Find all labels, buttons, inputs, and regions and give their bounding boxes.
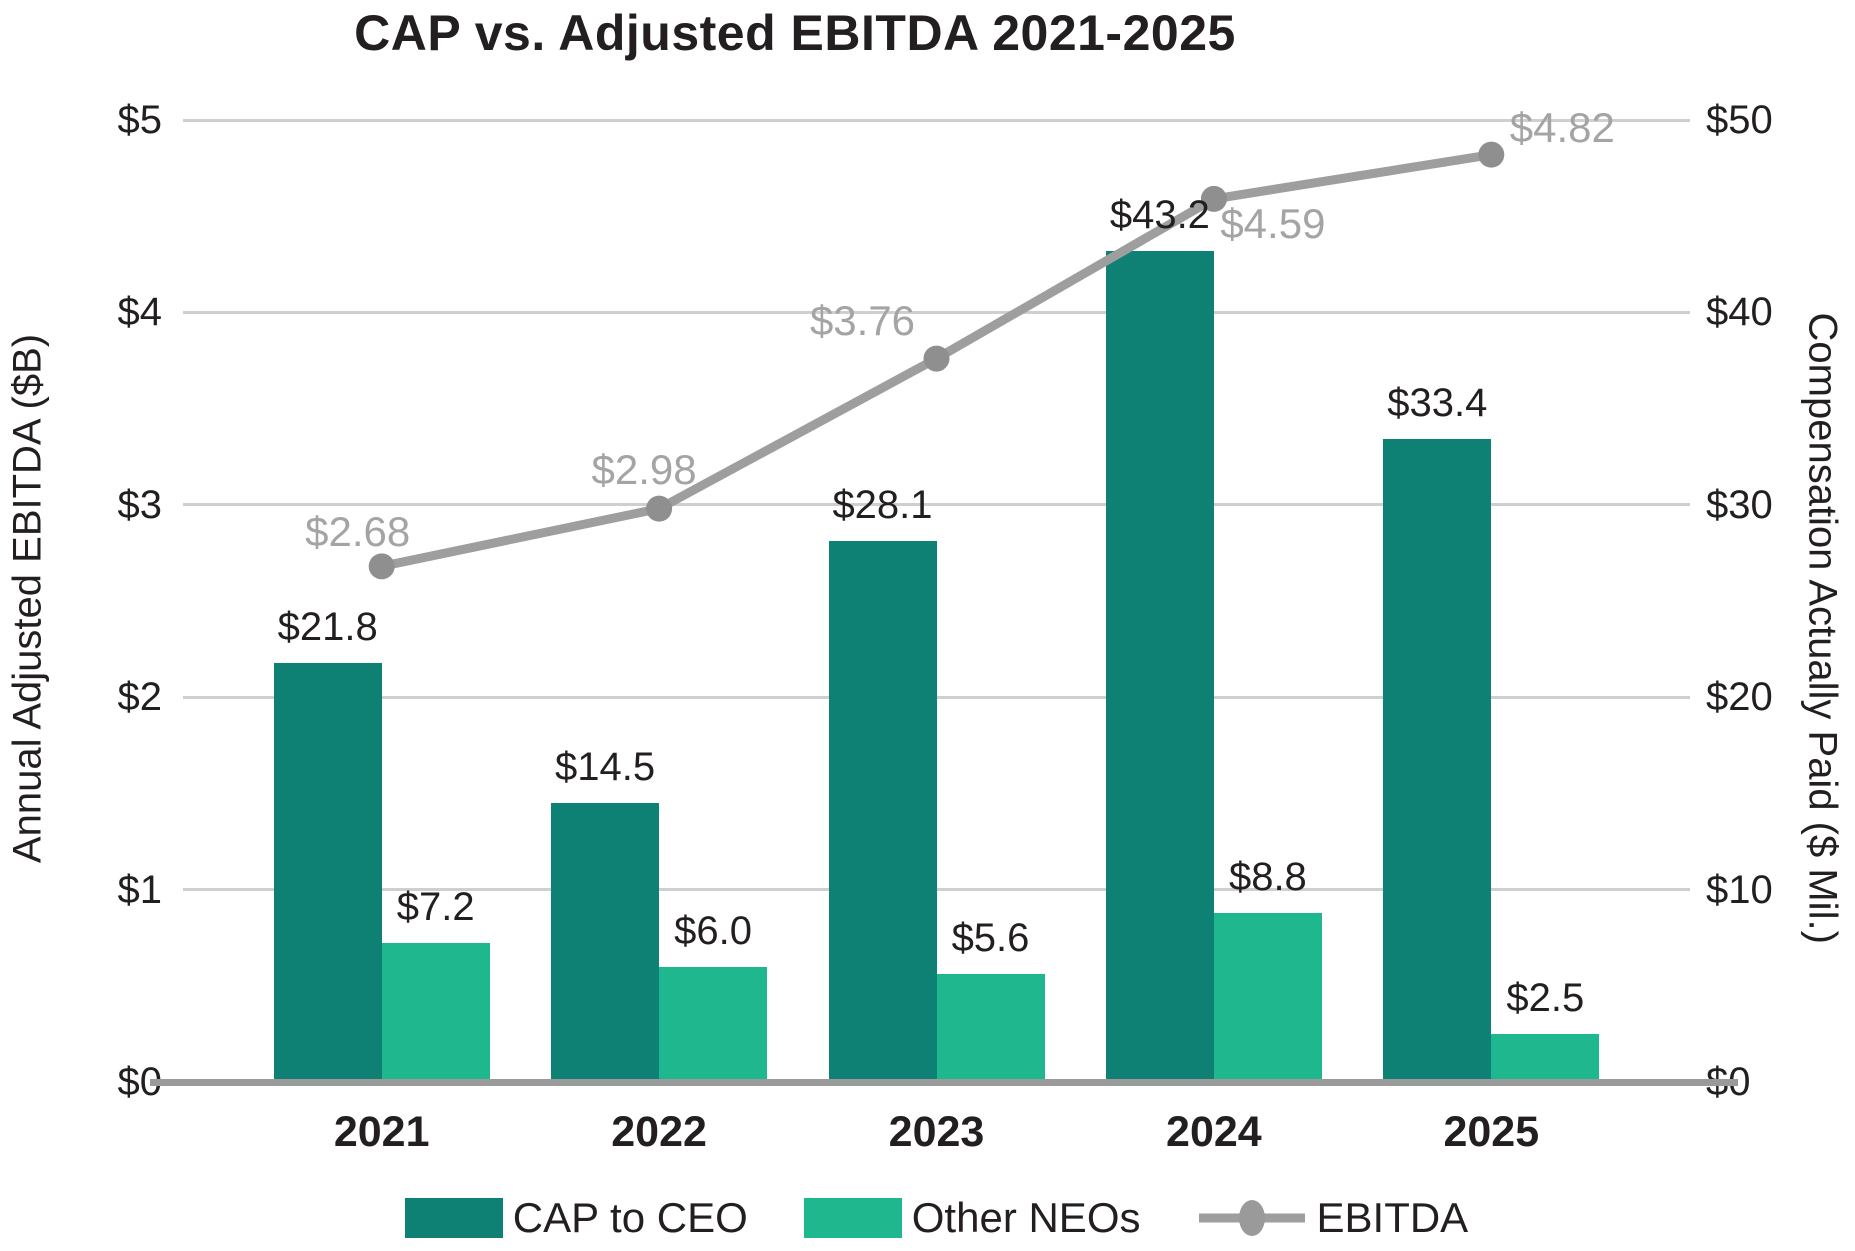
x-axis-label: 2021 (333, 1108, 430, 1156)
ebitda-value-label: $4.82 (1509, 103, 1615, 151)
ebitda-point (368, 553, 395, 580)
bar-cap-to-ceo (273, 662, 382, 1082)
x-axis-label: 2024 (1166, 1108, 1262, 1156)
legend-label-cap-to-ceo: CAP to CEO (512, 1194, 748, 1241)
bar-value-label: $5.6 (951, 916, 1030, 961)
bar-cap-to-ceo (551, 803, 660, 1082)
legend-label-other-neos: Other NEOs (911, 1194, 1141, 1241)
bar-value-label: $6.0 (674, 908, 753, 953)
legend-line-marker-icon (1198, 1200, 1305, 1236)
right-axis-tick: $40 (1706, 290, 1773, 335)
bar-cap-to-ceo (1383, 439, 1492, 1082)
bar-value-label: $21.8 (277, 604, 378, 649)
ebitda-point (1200, 185, 1227, 212)
left-axis-tick: $2 (117, 675, 163, 720)
legend-item-ebitda: EBITDA (1197, 1194, 1469, 1242)
right-axis-tick: $20 (1706, 675, 1773, 720)
gridline (183, 118, 1690, 122)
right-axis-tick: $10 (1706, 867, 1773, 912)
gridline (183, 888, 1690, 892)
bar-value-label: $43.2 (1109, 192, 1210, 237)
gridline (183, 695, 1690, 699)
ebitda-point (923, 345, 950, 372)
x-axis-baseline (150, 1079, 1738, 1086)
x-axis-label: 2022 (611, 1108, 707, 1156)
bar-value-label: $14.5 (555, 745, 656, 790)
bar-value-label: $28.1 (832, 483, 933, 528)
x-axis-label: 2023 (888, 1108, 985, 1156)
bar-value-label: $33.4 (1387, 381, 1488, 426)
legend-label-ebitda: EBITDA (1316, 1194, 1469, 1241)
ebitda-point (1478, 141, 1505, 168)
ebitda-point (646, 495, 673, 522)
right-axis-tick: $30 (1706, 482, 1773, 527)
ebitda-value-label: $3.76 (809, 296, 916, 344)
bar-cap-to-ceo (1105, 250, 1214, 1082)
left-axis-tick: $1 (117, 867, 163, 912)
legend-swatch-cap-to-ceo (404, 1198, 503, 1238)
bar-value-label: $7.2 (396, 885, 475, 930)
bar-other-neos (659, 966, 768, 1082)
ebitda-value-label: $2.68 (305, 508, 411, 556)
right-axis-title: Compensation Actually Paid ($ Mil.) (1800, 312, 1845, 944)
legend-swatch-other-neos (803, 1198, 902, 1238)
chart-title: CAP vs. Adjusted EBITDA 2021-2025 (354, 5, 1236, 61)
left-axis-tick: $4 (117, 290, 163, 335)
bar-cap-to-ceo (828, 541, 937, 1082)
ebitda-value-label: $4.59 (1220, 199, 1326, 247)
ebitda-value-label: $2.98 (591, 445, 697, 493)
bar-value-label: $8.8 (1228, 854, 1307, 899)
left-axis-title: Annual Adjusted EBITDA ($B) (5, 333, 50, 864)
ebitda-line (368, 141, 1505, 580)
legend: CAP to CEO Other NEOs EBITDA (183, 1194, 1690, 1242)
left-axis-tick: $3 (117, 482, 163, 527)
right-axis-tick: $50 (1706, 98, 1773, 142)
bar-other-neos (1491, 1033, 1600, 1082)
bar-other-neos (936, 974, 1045, 1082)
bar-value-label: $2.5 (1506, 975, 1585, 1020)
x-axis-label: 2025 (1443, 1108, 1540, 1156)
legend-item-other-neos: Other NEOs (803, 1194, 1141, 1242)
bar-other-neos (1213, 912, 1322, 1082)
gridline (183, 310, 1690, 314)
left-axis-tick: $0 (117, 1060, 163, 1104)
plot-area: $21.8 $14.5 $28.1 $43.2 $33.4 $7.2 $6.0 $5.6 $8.… (183, 104, 1690, 1082)
left-axis-tick: $5 (117, 98, 163, 142)
bar-other-neos (381, 943, 490, 1082)
legend-item-cap-to-ceo: CAP to CEO (404, 1194, 748, 1242)
gridline (183, 503, 1690, 507)
